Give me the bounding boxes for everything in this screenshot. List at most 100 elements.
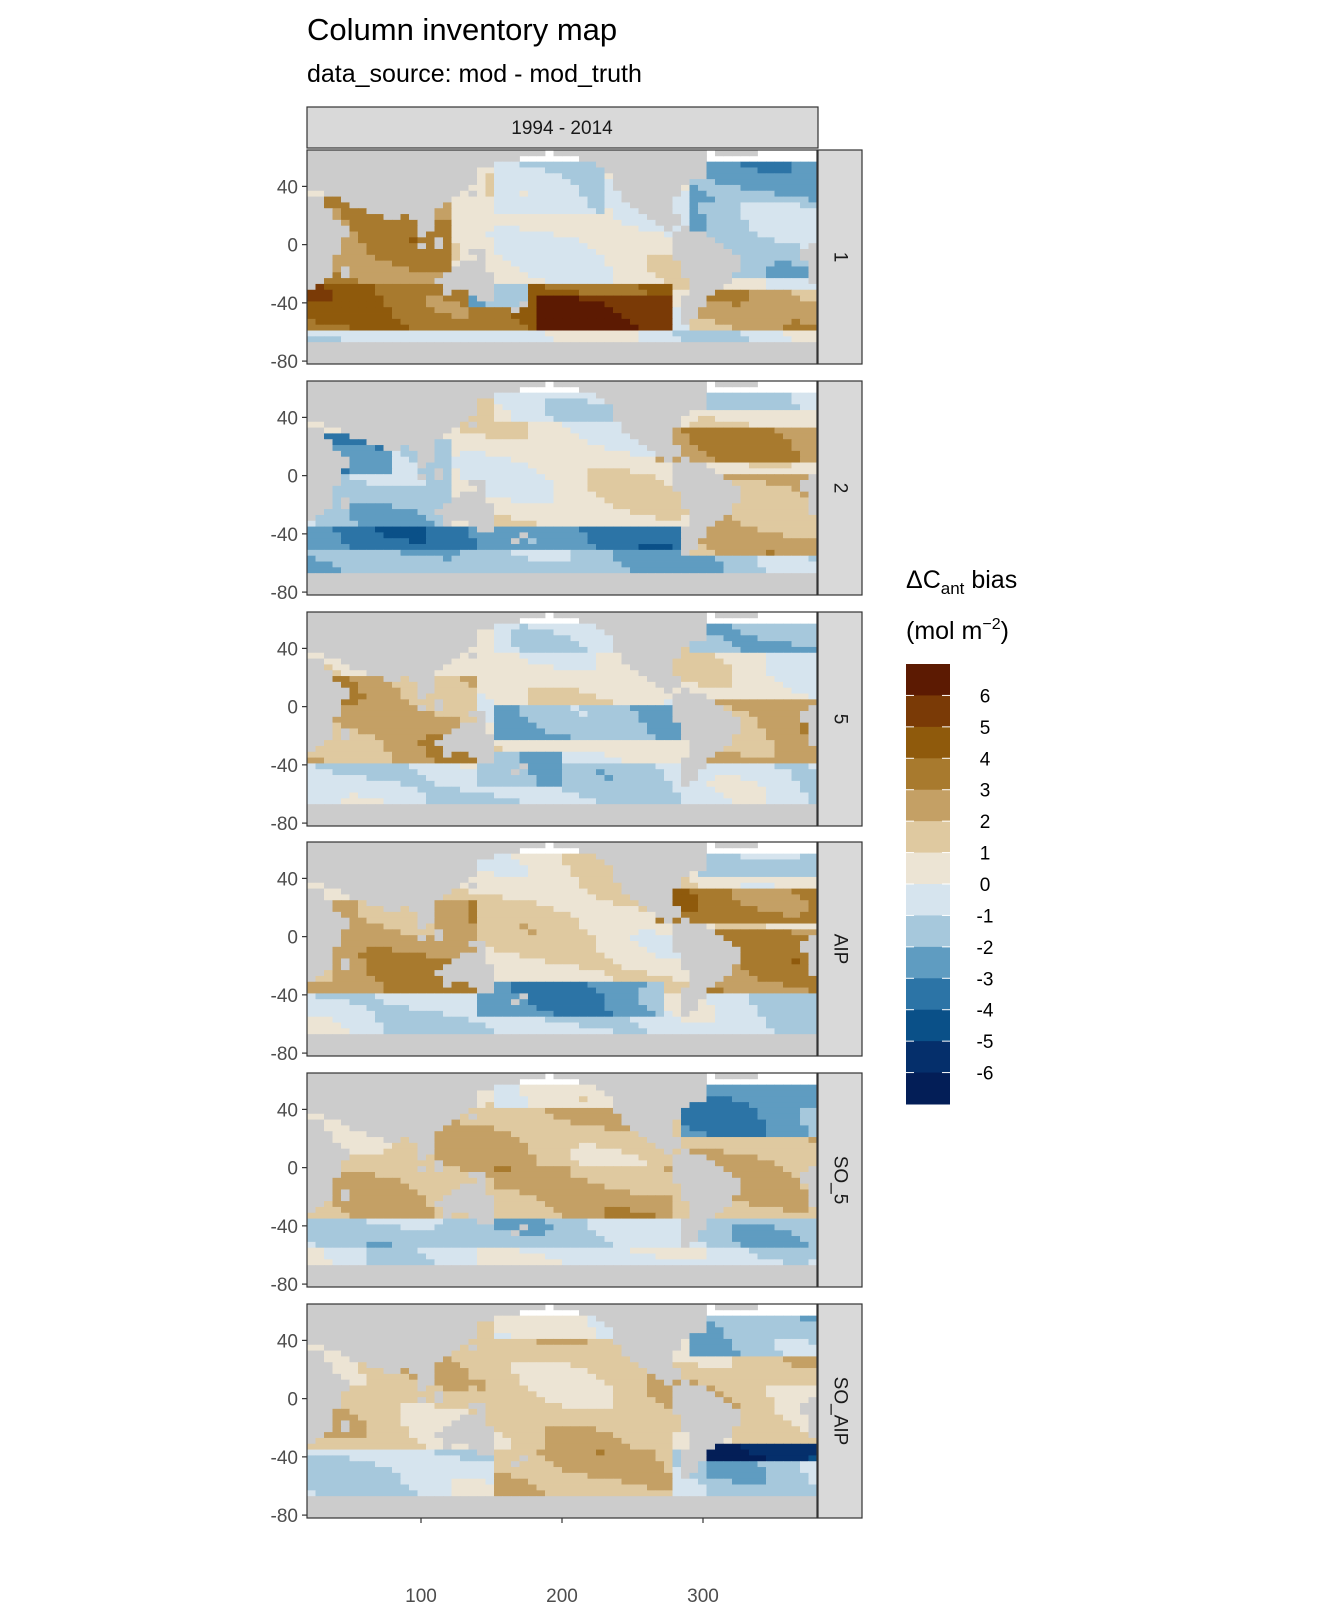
bias-cell [621, 664, 631, 671]
bias-cell [468, 254, 478, 262]
bias-cell [519, 214, 529, 221]
bias-cell [460, 526, 469, 533]
land-cell [638, 439, 648, 446]
land-cell [638, 641, 648, 648]
bias-cell [341, 324, 350, 331]
bias-cell [519, 410, 529, 417]
bias-cell [426, 295, 435, 302]
bias-cell [757, 421, 767, 428]
land-cell [638, 202, 648, 209]
land-cell [315, 272, 325, 279]
bias-cell [375, 450, 384, 458]
land-cell [740, 612, 750, 619]
bias-cell [723, 623, 733, 630]
bias-cell [553, 427, 563, 434]
bias-cell [434, 503, 444, 510]
land-cell [553, 573, 563, 580]
land-cell [664, 629, 673, 636]
land-cell [307, 161, 316, 168]
bias-cell [485, 231, 495, 238]
land-cell [307, 415, 316, 423]
land-cell [434, 184, 444, 192]
land-cell [672, 398, 682, 405]
bias-cell [638, 243, 648, 250]
bias-cell [553, 404, 563, 411]
land-cell [341, 503, 350, 510]
bias-cell [613, 485, 622, 493]
land-cell [698, 173, 707, 180]
bias-cell [715, 526, 724, 533]
bias-cell [587, 514, 597, 522]
land-cell [664, 612, 673, 619]
land-cell [443, 514, 452, 522]
land-cell [664, 342, 673, 349]
bias-cell [451, 330, 461, 337]
land-cell [324, 173, 333, 180]
bias-cell [613, 468, 622, 475]
bias-cell [451, 307, 461, 314]
bias-cell [562, 561, 571, 568]
bias-cell [647, 549, 656, 557]
bias-cell [774, 254, 784, 262]
y-tick-label: -80 [271, 583, 298, 604]
bias-cell [596, 485, 605, 493]
land-cell [689, 635, 699, 642]
land-cell [383, 612, 393, 619]
land-cell [723, 503, 733, 510]
land-cell [332, 342, 342, 349]
land-cell [341, 421, 350, 428]
land-cell [613, 398, 622, 405]
land-cell [613, 161, 622, 168]
bias-cell [485, 532, 495, 539]
bias-cell [460, 433, 469, 440]
bias-cell [519, 237, 529, 244]
land-cell [349, 410, 359, 417]
bias-cell [502, 427, 512, 434]
bias-cell [723, 641, 733, 648]
bias-cell [417, 520, 427, 527]
land-cell [383, 398, 393, 405]
bias-cell [732, 392, 741, 399]
bias-cell [375, 445, 384, 452]
bias-cell [307, 301, 316, 308]
bias-cell [587, 433, 597, 440]
land-cell [332, 410, 342, 417]
bias-cell [638, 219, 648, 227]
bias-cell [698, 555, 707, 562]
bias-cell [757, 479, 767, 487]
bias-cell [570, 664, 580, 671]
land-cell [358, 590, 367, 595]
bias-cell [766, 532, 775, 539]
bias-cell [800, 398, 809, 405]
bias-cell [494, 410, 503, 417]
bias-cell [434, 283, 444, 291]
bias-cell [587, 567, 597, 574]
bias-cell [383, 497, 393, 504]
land-cell [315, 392, 325, 399]
land-cell [400, 415, 410, 423]
land-cell [468, 629, 478, 636]
bias-cell [315, 324, 325, 331]
land-cell [315, 623, 325, 630]
land-cell [689, 578, 699, 586]
land-cell [451, 415, 461, 423]
bias-cell [732, 503, 741, 510]
bias-cell [519, 462, 529, 469]
bias-cell [740, 219, 750, 227]
bias-cell [749, 538, 758, 545]
bias-field [307, 381, 817, 595]
bias-cell [332, 532, 342, 539]
land-cell [553, 578, 563, 586]
bias-cell [647, 479, 656, 487]
bias-cell [766, 658, 775, 665]
land-cell [689, 509, 699, 516]
bias-cell [324, 330, 333, 337]
bias-cell [434, 266, 444, 273]
land-cell [417, 161, 427, 168]
bias-cell [681, 439, 690, 446]
bias-cell [426, 231, 435, 238]
bias-cell [791, 410, 801, 417]
bias-cell [545, 266, 554, 273]
land-cell [358, 150, 367, 157]
land-cell [613, 584, 622, 592]
